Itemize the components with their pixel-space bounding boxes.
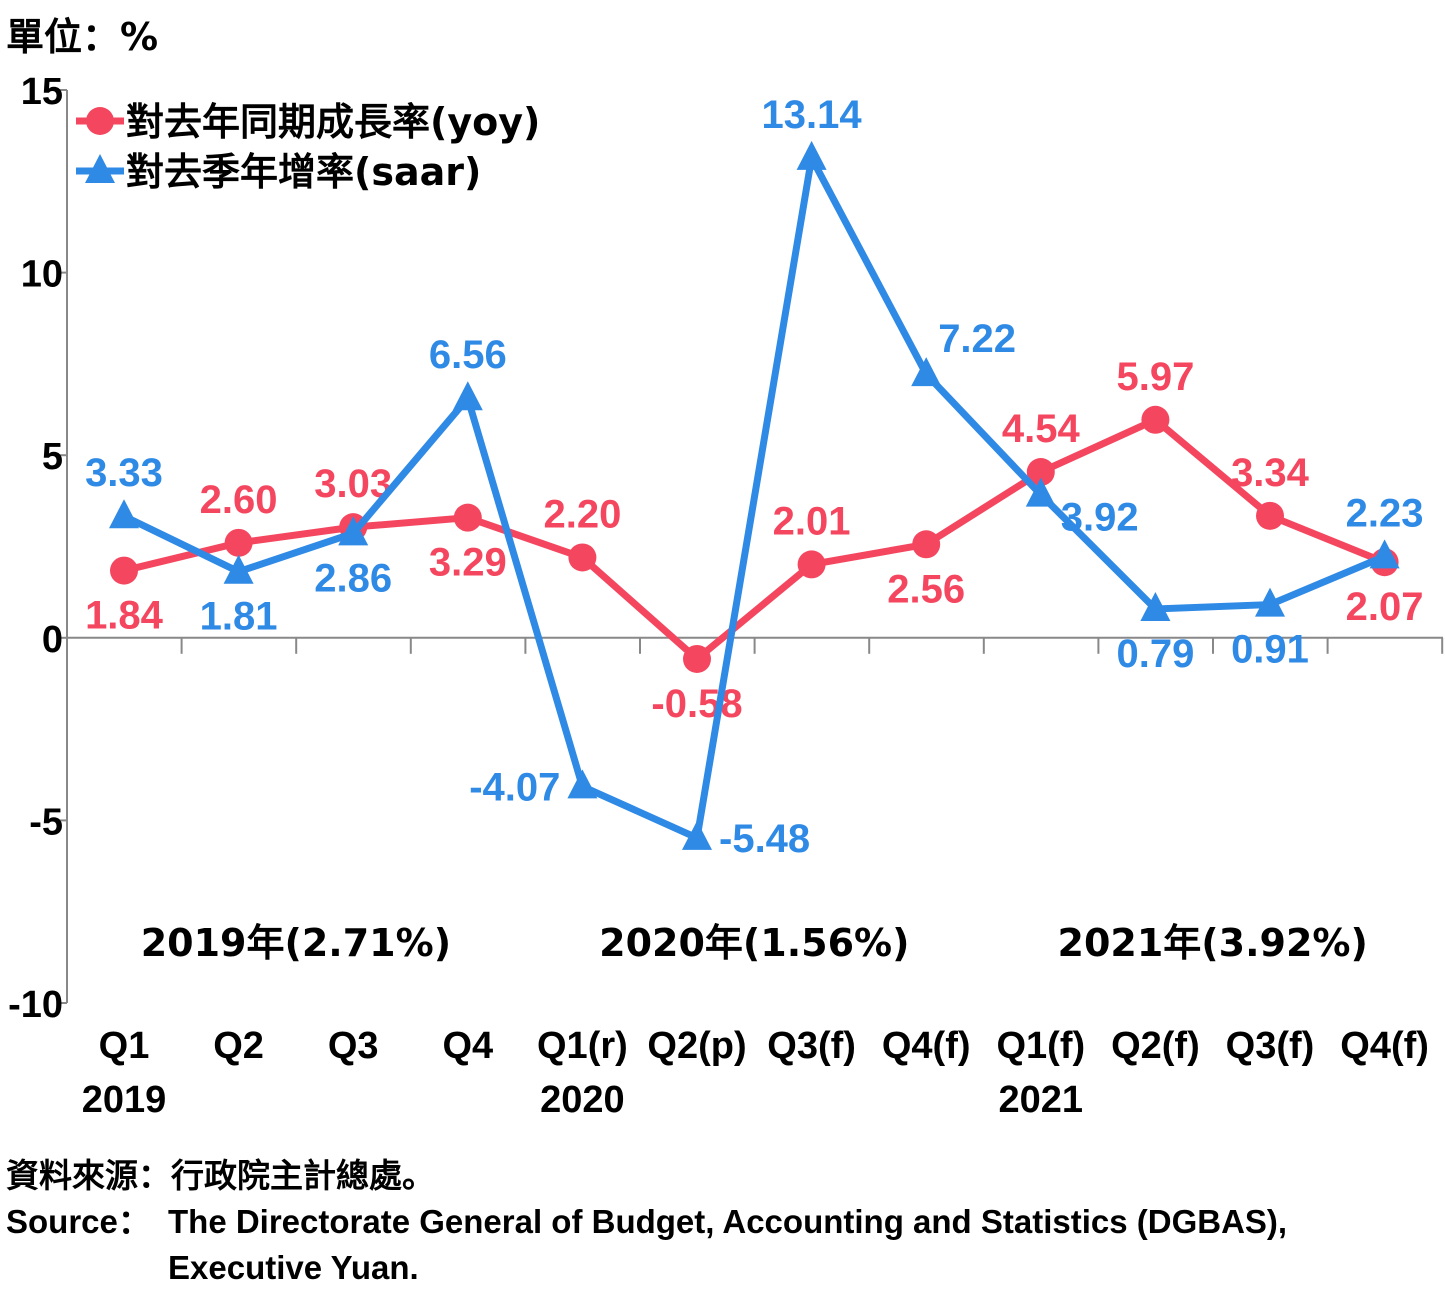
source-en-line: Source： The Directorate General of Budget… (6, 1199, 1287, 1245)
y-tick-label: -5 (29, 801, 63, 843)
y-tick-label: -10 (8, 984, 63, 1026)
y-tick-label: 0 (42, 619, 63, 661)
x-tick-label: Q1(r) (537, 1025, 628, 1067)
data-label: 13.14 (762, 93, 863, 137)
data-label: 3.34 (1231, 451, 1310, 495)
series-line (122, 147, 1386, 843)
data-point (1140, 591, 1171, 621)
annual-labels: 2019年(2.71%) 2020年(1.56%) 2021年(3.92%) (141, 921, 1368, 965)
data-point (796, 140, 827, 170)
source-zh-line: 資料來源：行政院主計總處。 (6, 1153, 1287, 1199)
data-label: 2.56 (887, 567, 965, 611)
chart-axes: 15 10 5 0 -5 -10 Q1 Q2 Q3 Q4 Q1(r) Q2(p) Q3(f) Q4(f) Q… (8, 71, 1444, 1121)
data-point (567, 769, 598, 799)
data-point (683, 644, 711, 673)
x-tick-label: Q2(p) (647, 1025, 746, 1067)
data-label: 3.29 (429, 541, 507, 585)
x-tick-label: Q1 (99, 1025, 150, 1067)
data-point (109, 499, 139, 529)
data-label: 3.33 (85, 451, 163, 495)
x-tick-label: Q3 (328, 1025, 379, 1067)
data-label: -4.07 (469, 765, 560, 809)
data-label: 1.81 (200, 595, 278, 639)
legend: 對去年同期成長率(yoy) 對去季年增率(saar) (76, 100, 540, 194)
source-en-text-2: Executive Yuan. (168, 1249, 419, 1286)
data-label: 1.84 (85, 594, 164, 638)
data-label: 7.22 (938, 317, 1016, 361)
data-point (682, 820, 712, 850)
legend-label: 對去季年增率(saar) (126, 150, 481, 194)
data-point (1025, 477, 1056, 507)
x-year-label: 2019 (82, 1079, 167, 1121)
data-point (797, 550, 826, 579)
data-label: 3.92 (1061, 496, 1139, 540)
data-label: 4.54 (1002, 407, 1081, 451)
data-point (223, 554, 254, 584)
data-label: 2.07 (1346, 585, 1424, 629)
y-tick-label: 15 (21, 71, 63, 113)
source-en-label: Source： (6, 1203, 151, 1240)
unit-label: 單位：% (6, 15, 159, 59)
data-point (912, 530, 941, 559)
data-point (224, 528, 253, 557)
annual-growth-label: 2021年(3.92%) (1058, 921, 1368, 965)
data-point (1369, 539, 1400, 569)
data-label: 2.60 (200, 478, 278, 522)
data-label: 0.91 (1231, 628, 1309, 672)
data-label: 6.56 (429, 333, 507, 377)
data-point (568, 543, 597, 572)
source-en-text-1: The Directorate General of Budget, Accou… (168, 1203, 1288, 1240)
line-chart: 15 10 5 0 -5 -10 Q1 Q2 Q3 Q4 Q1(r) Q2(p) Q3(f) Q4(f) Q… (8, 71, 1444, 1121)
annual-growth-label: 2019年(2.71%) (141, 921, 451, 965)
data-point (452, 381, 483, 411)
y-tick-label: 10 (21, 254, 63, 296)
series-1: 1.842.60 3.033.292.20-0.582.012.564.545.9… (85, 355, 1423, 726)
x-tick-label: Q4(f) (1340, 1025, 1429, 1067)
source-zh-label: 資料來源： (6, 1156, 171, 1195)
data-point (110, 556, 138, 585)
legend-marker (86, 107, 114, 135)
x-tick-label: Q4 (442, 1025, 493, 1067)
data-label: 2.01 (773, 499, 851, 543)
data-point (1026, 457, 1055, 486)
x-tick-label: Q2(f) (1111, 1025, 1200, 1067)
x-tick-label: Q3(f) (767, 1025, 856, 1067)
x-tick-label: Q3(f) (1226, 1025, 1315, 1067)
annual-growth-label: 2020年(1.56%) (599, 921, 909, 965)
data-point (911, 357, 942, 387)
x-year-label: 2020 (540, 1079, 625, 1121)
legend-marker (85, 154, 115, 183)
x-tick-label: Q4(f) (882, 1025, 971, 1067)
data-label: 0.79 (1116, 632, 1194, 676)
data-point (338, 516, 369, 546)
x-year-label: 2021 (999, 1079, 1084, 1121)
legend-label: 對去年同期成長率(yoy) (126, 100, 540, 144)
data-label: 2.23 (1346, 491, 1424, 535)
data-point (1256, 501, 1284, 530)
y-tick-label: 5 (42, 436, 63, 478)
series-lines: 1.842.60 3.033.292.20-0.582.012.564.545.9… (85, 93, 1423, 861)
data-label: -5.48 (719, 817, 810, 861)
series-2: 3.33 1.81 2.86 6.56 -4.07 -5.48 13.14 7.22 3.92 0… (85, 93, 1423, 861)
data-point (453, 503, 482, 532)
source-zh-text: 行政院主計總處。 (171, 1156, 435, 1195)
series-line (123, 415, 1386, 664)
data-point (1255, 587, 1285, 617)
data-label: 2.86 (314, 556, 392, 600)
x-tick-label: Q2 (213, 1025, 264, 1067)
data-label: 5.97 (1116, 355, 1194, 399)
data-label: -0.58 (651, 682, 742, 726)
source-note: 資料來源：行政院主計總處。 Source： The Directorate Gen… (6, 1153, 1287, 1291)
data-label: 2.20 (543, 492, 621, 536)
x-tick-label: Q1(f) (996, 1025, 1085, 1067)
data-point (1141, 405, 1170, 434)
